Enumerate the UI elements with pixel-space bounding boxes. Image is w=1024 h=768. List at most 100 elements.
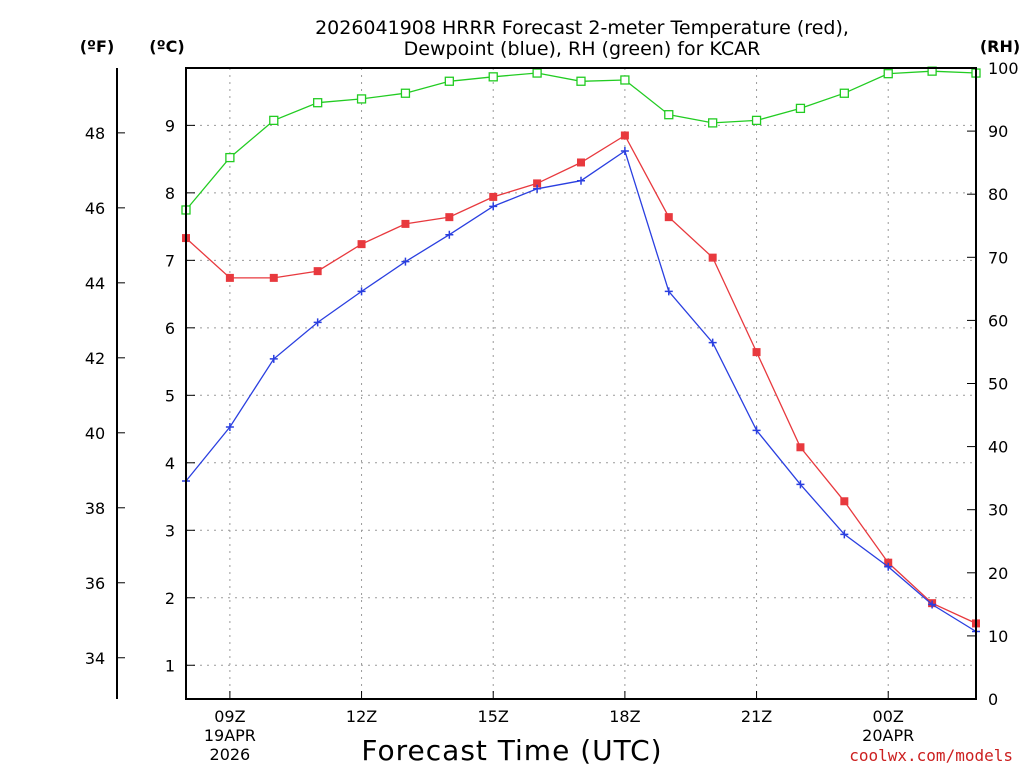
dewpoint-point	[664, 287, 673, 296]
dewpoint-point	[708, 338, 717, 347]
temperature-point	[269, 273, 278, 282]
time-tick-label: 12Z	[346, 707, 377, 726]
dewpoint-point	[533, 184, 542, 193]
time-tick-label: 18Z	[609, 707, 640, 726]
time-tick-label: 09Z	[214, 707, 245, 726]
fahrenheit-tick-label: 44	[85, 274, 105, 293]
rh-point	[488, 72, 498, 82]
temperature-point	[357, 240, 366, 249]
dewpoint-point	[313, 318, 322, 327]
celsius-tick-label: 9	[165, 116, 175, 135]
time-tick-label: 15Z	[478, 707, 509, 726]
dewpoint-point	[225, 423, 234, 432]
plot-frame	[185, 67, 977, 700]
dewpoint-point	[489, 202, 498, 211]
temperature-point	[577, 158, 585, 167]
celsius-tick-label: 3	[165, 521, 175, 540]
rh-tick-label: 0	[988, 690, 998, 709]
dewpoint-point	[269, 354, 278, 363]
rh-point	[795, 103, 806, 114]
dewpoint-line	[185, 149, 977, 633]
time-tick-label: 21Z	[741, 707, 772, 726]
celsius-axis: 1 2 3 4 5 6 7 8 9	[165, 116, 195, 675]
time-tick-date: 19APR	[204, 726, 256, 745]
rh-tick-label: 80	[988, 185, 1008, 204]
fahrenheit-tick-label: 46	[85, 199, 105, 218]
celsius-tick-label: 8	[165, 184, 175, 203]
dewpoint-point	[796, 480, 805, 489]
rh-point	[620, 75, 630, 85]
rh-line	[185, 70, 977, 211]
celsius-tick-label: 7	[165, 251, 175, 270]
rh-axis: 0 10 20 30 40 50 60 70 80 90 100	[967, 59, 1019, 709]
rh-tick-label: 70	[988, 248, 1008, 267]
rh-point	[532, 68, 542, 78]
rh-point	[444, 76, 454, 86]
credit-text: coolwx.com/models	[849, 746, 1013, 765]
rh-tick-label: 20	[988, 564, 1008, 583]
chart-title-line-2: Dewpoint (blue), RH (green) for KCAR	[404, 38, 761, 60]
temperature-point	[401, 219, 410, 228]
x-axis-title: Forecast Time (UTC)	[361, 734, 662, 767]
dewpoint-point	[401, 257, 410, 266]
rh-tick-label: 40	[988, 438, 1008, 457]
temperature-line	[185, 134, 977, 624]
temperature-point	[445, 213, 454, 222]
fahrenheit-tick-label: 38	[85, 499, 105, 518]
celsius-tick-label: 1	[165, 656, 175, 675]
rh-point	[839, 88, 849, 98]
dewpoint-point	[357, 287, 366, 296]
rh-point	[751, 115, 762, 126]
celsius-tick-label: 5	[165, 386, 175, 405]
dewpoint-point	[840, 530, 849, 539]
rh-axis-label: (RH)	[980, 37, 1020, 56]
temperature-point	[752, 348, 761, 357]
dewpoint-point	[577, 176, 585, 185]
rh-point	[356, 94, 367, 104]
temperature-point	[489, 192, 498, 201]
temperature-point	[225, 273, 234, 282]
celsius-axis-label: (ºC)	[149, 37, 184, 56]
celsius-tick-label: 2	[165, 589, 175, 608]
fahrenheit-tick-label: 42	[85, 349, 105, 368]
dewpoint-point	[928, 600, 937, 609]
rh-point	[708, 118, 718, 128]
rh-point	[269, 115, 279, 126]
temperature-point	[796, 443, 805, 452]
rh-tick-label: 30	[988, 501, 1008, 520]
fahrenheit-axis: 34 36 38 40 42 44 46 48	[85, 68, 125, 699]
dewpoint-point	[620, 147, 629, 156]
rh-point	[664, 110, 674, 120]
dewpoint-point	[752, 426, 761, 435]
temperature-series	[182, 131, 980, 628]
rh-point	[576, 76, 586, 86]
dewpoint-point	[884, 562, 893, 571]
rh-point	[225, 152, 235, 163]
grid	[186, 68, 976, 699]
rh-point	[400, 88, 411, 98]
temperature-point	[884, 558, 893, 567]
dewpoint-series	[182, 147, 980, 636]
temperature-point	[664, 213, 673, 222]
rh-tick-label: 60	[988, 311, 1008, 330]
rh-tick-label: 10	[988, 627, 1008, 646]
rh-series	[181, 66, 981, 215]
fahrenheit-tick-label: 34	[85, 649, 105, 668]
rh-tick-label: 50	[988, 375, 1008, 394]
fahrenheit-axis-label: (ºF)	[80, 37, 115, 56]
temperature-point	[620, 131, 629, 140]
rh-point	[313, 98, 323, 108]
time-tick-year: 2026	[210, 745, 251, 764]
fahrenheit-tick-label: 48	[85, 124, 105, 143]
celsius-tick-label: 4	[165, 454, 175, 473]
celsius-tick-label: 6	[165, 319, 175, 338]
rh-point	[883, 69, 893, 79]
time-tick-date: 20APR	[862, 726, 914, 745]
temperature-point	[533, 179, 542, 188]
fahrenheit-tick-label: 36	[85, 574, 105, 593]
fahrenheit-tick-label: 40	[85, 424, 105, 443]
rh-tick-label: 90	[988, 122, 1008, 141]
temperature-point	[708, 253, 717, 262]
